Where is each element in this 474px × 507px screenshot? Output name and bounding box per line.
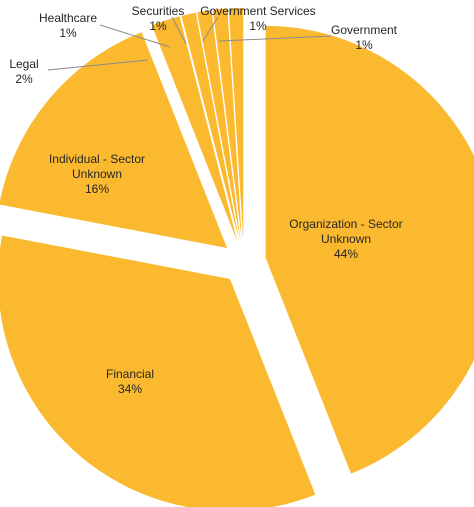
slice-value-label: 1% <box>249 19 267 33</box>
slice-label: Organization - Sector Unknown 44% <box>289 217 402 261</box>
slice-value-label: 1% <box>149 19 167 33</box>
slice-name-label: Financial <box>106 367 154 381</box>
slice-label: Legal 2% <box>9 57 38 86</box>
slice-name-label: Individual - Sector <box>49 152 145 166</box>
slice-name-label: Organization - Sector <box>289 217 402 231</box>
slice-value-label: 1% <box>355 38 373 52</box>
slice-value-label: 44% <box>334 247 358 261</box>
leader-line <box>171 16 187 45</box>
slice-name-label: Securities <box>132 4 185 18</box>
leader-line <box>218 35 333 42</box>
pie-slice-financial <box>0 235 316 507</box>
pie-slice-healthcare <box>181 12 240 241</box>
leader-line <box>202 16 219 42</box>
pie-slice-government-services <box>212 8 242 241</box>
slice-value-label: 2% <box>15 72 33 86</box>
leader-line <box>99 24 171 48</box>
pie-slices <box>0 8 474 507</box>
slice-name-label: Healthcare <box>39 11 97 25</box>
pie-slice-organization-sector-unknown <box>265 25 474 474</box>
slice-name-label: Unknown <box>321 232 371 246</box>
pie-slice-legal <box>151 16 238 242</box>
slice-value-label: 1% <box>59 26 77 40</box>
pie-slice-individual-sector-unknown <box>0 32 228 248</box>
slice-label: Government 1% <box>331 23 398 52</box>
slice-label: Individual - Sector Unknown 16% <box>49 152 145 196</box>
slice-label: Healthcare 1% <box>39 11 97 40</box>
leader-line <box>47 59 149 71</box>
slice-label: Financial 34% <box>106 367 154 396</box>
slice-label: Securities 1% <box>132 4 185 33</box>
pie-labels: Organization - Sector Unknown 44%Financial… <box>9 4 402 396</box>
slice-value-label: 34% <box>118 382 142 396</box>
slice-name-label: Unknown <box>72 167 122 181</box>
slice-name-label: Government Services <box>200 4 315 18</box>
slice-label: Government Services 1% <box>200 4 315 33</box>
slice-name-label: Legal <box>9 57 38 71</box>
pie-slice-securities <box>197 10 241 241</box>
pie-slice-government <box>228 8 244 241</box>
slice-value-label: 16% <box>85 182 109 196</box>
slice-name-label: Government <box>331 23 398 37</box>
